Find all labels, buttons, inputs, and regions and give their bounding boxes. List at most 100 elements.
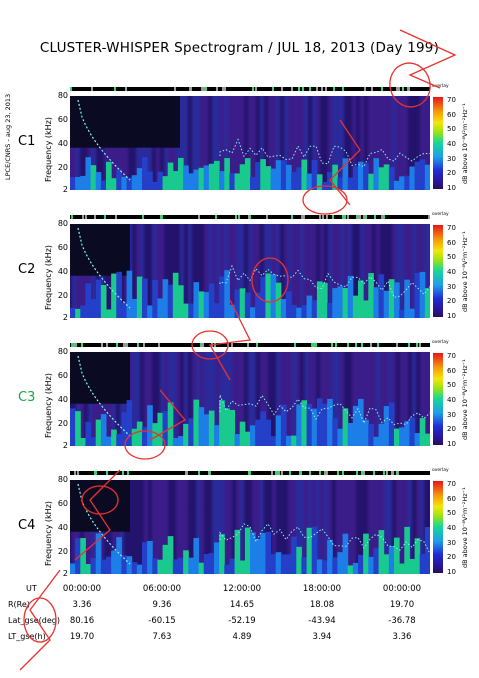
emission-column xyxy=(373,548,380,574)
emission-column xyxy=(358,554,364,574)
y-tick-label: 20 xyxy=(57,291,68,301)
emission-column xyxy=(327,398,333,446)
low-signal-region xyxy=(70,96,180,148)
cutoff-trace xyxy=(219,264,430,298)
emission-column xyxy=(80,175,86,190)
ephemeris-row-label: UT xyxy=(26,584,37,593)
emission-column xyxy=(250,307,256,318)
cutoff-trace xyxy=(219,394,430,426)
emission-column xyxy=(311,408,318,446)
emission-column xyxy=(90,437,97,446)
emission-column xyxy=(306,403,313,446)
emission-column xyxy=(347,565,354,574)
emission-column xyxy=(368,556,374,574)
status-bar-tick xyxy=(72,343,75,347)
emission-column xyxy=(280,160,287,190)
status-bar-tick xyxy=(106,343,109,347)
emission-column xyxy=(419,159,426,190)
emission-column xyxy=(147,171,153,190)
emission-column xyxy=(198,407,205,446)
emission-column xyxy=(347,423,354,446)
status-bar-tick xyxy=(363,215,366,219)
emission-column xyxy=(219,534,225,574)
emission-column xyxy=(347,177,354,190)
colorbar xyxy=(433,97,443,189)
emission-column xyxy=(193,537,200,574)
emission-column xyxy=(70,563,76,574)
status-bar-tick xyxy=(341,87,344,91)
emission-column xyxy=(275,282,282,318)
emission-column xyxy=(131,175,138,190)
status-bar-tick xyxy=(115,215,118,219)
emission-column xyxy=(70,307,76,318)
emission-column xyxy=(419,418,426,446)
emission-column xyxy=(162,176,169,190)
emission-column xyxy=(291,172,297,190)
emission-column xyxy=(193,282,200,318)
emission-column xyxy=(255,419,261,446)
status-bar-tick xyxy=(266,215,269,219)
status-bar-tick xyxy=(381,215,384,219)
emission-column xyxy=(147,540,153,574)
status-bar-tick xyxy=(380,87,383,91)
emission-column xyxy=(136,276,143,318)
status-bar-tick xyxy=(360,343,363,347)
status-bar-tick xyxy=(246,343,249,347)
emission-column xyxy=(363,533,369,574)
emission-column xyxy=(95,533,102,574)
status-bar-tick xyxy=(201,343,204,347)
status-bar-tick xyxy=(358,215,361,219)
emission-column xyxy=(147,305,153,318)
status-bar-tick xyxy=(308,471,311,475)
ephemeris-value: 3.36 xyxy=(392,632,412,642)
emission-column xyxy=(270,554,277,574)
emission-column xyxy=(316,281,323,318)
emission-column xyxy=(152,181,158,190)
colorbar-tick-label: 50 xyxy=(447,125,456,134)
emission-column xyxy=(111,550,117,574)
status-bar-tick xyxy=(407,343,410,347)
emission-column xyxy=(301,400,308,446)
status-bar-tick xyxy=(248,471,251,475)
emission-column xyxy=(378,274,385,318)
ephemeris-value: -60.15 xyxy=(148,616,176,626)
emission-column xyxy=(424,288,430,318)
plasma-frequency-trace xyxy=(77,99,131,181)
status-bar-tick xyxy=(302,215,305,219)
status-bar-tick xyxy=(290,215,293,219)
spectrogram-c2 xyxy=(70,224,430,318)
panel-label-c3: C3 xyxy=(18,390,36,405)
status-bar-tick xyxy=(247,215,250,219)
emission-column xyxy=(239,421,246,446)
y-tick-label: 2 xyxy=(62,569,68,578)
status-bar-tick xyxy=(321,87,324,91)
emission-column xyxy=(152,558,158,574)
status-bar-tick xyxy=(199,343,202,347)
emission-column xyxy=(358,161,364,190)
status-bar-tick xyxy=(201,87,204,91)
page-title: CLUSTER-WHISPER Spectrogram / JUL 18, 20… xyxy=(39,40,440,56)
emission-column xyxy=(265,166,272,190)
colorbar-tick-label: 30 xyxy=(447,538,456,547)
x-tick-label: 00:00:00 xyxy=(382,584,422,594)
y-tick-label: 20 xyxy=(57,547,68,557)
emission-column xyxy=(368,424,374,446)
emission-column xyxy=(337,286,344,318)
emission-column xyxy=(224,564,230,574)
emission-column xyxy=(301,305,308,318)
emission-column xyxy=(255,162,261,190)
y-tick-label: 2 xyxy=(62,185,68,194)
emission-column xyxy=(342,158,349,190)
emission-column xyxy=(275,415,282,446)
spectrogram-overlay-c3 xyxy=(70,352,430,446)
emission-column xyxy=(373,158,380,190)
status-bar-tick xyxy=(208,471,211,475)
status-bar-tick xyxy=(189,87,192,91)
emission-column xyxy=(296,167,302,190)
colorbar-tick-label: 10 xyxy=(447,184,456,192)
status-bar-tick xyxy=(204,87,206,91)
emission-column xyxy=(399,176,405,190)
colorbar-tick-label: 30 xyxy=(447,282,456,291)
status-bar-tick xyxy=(103,215,106,219)
status-bar-tick xyxy=(343,215,346,219)
